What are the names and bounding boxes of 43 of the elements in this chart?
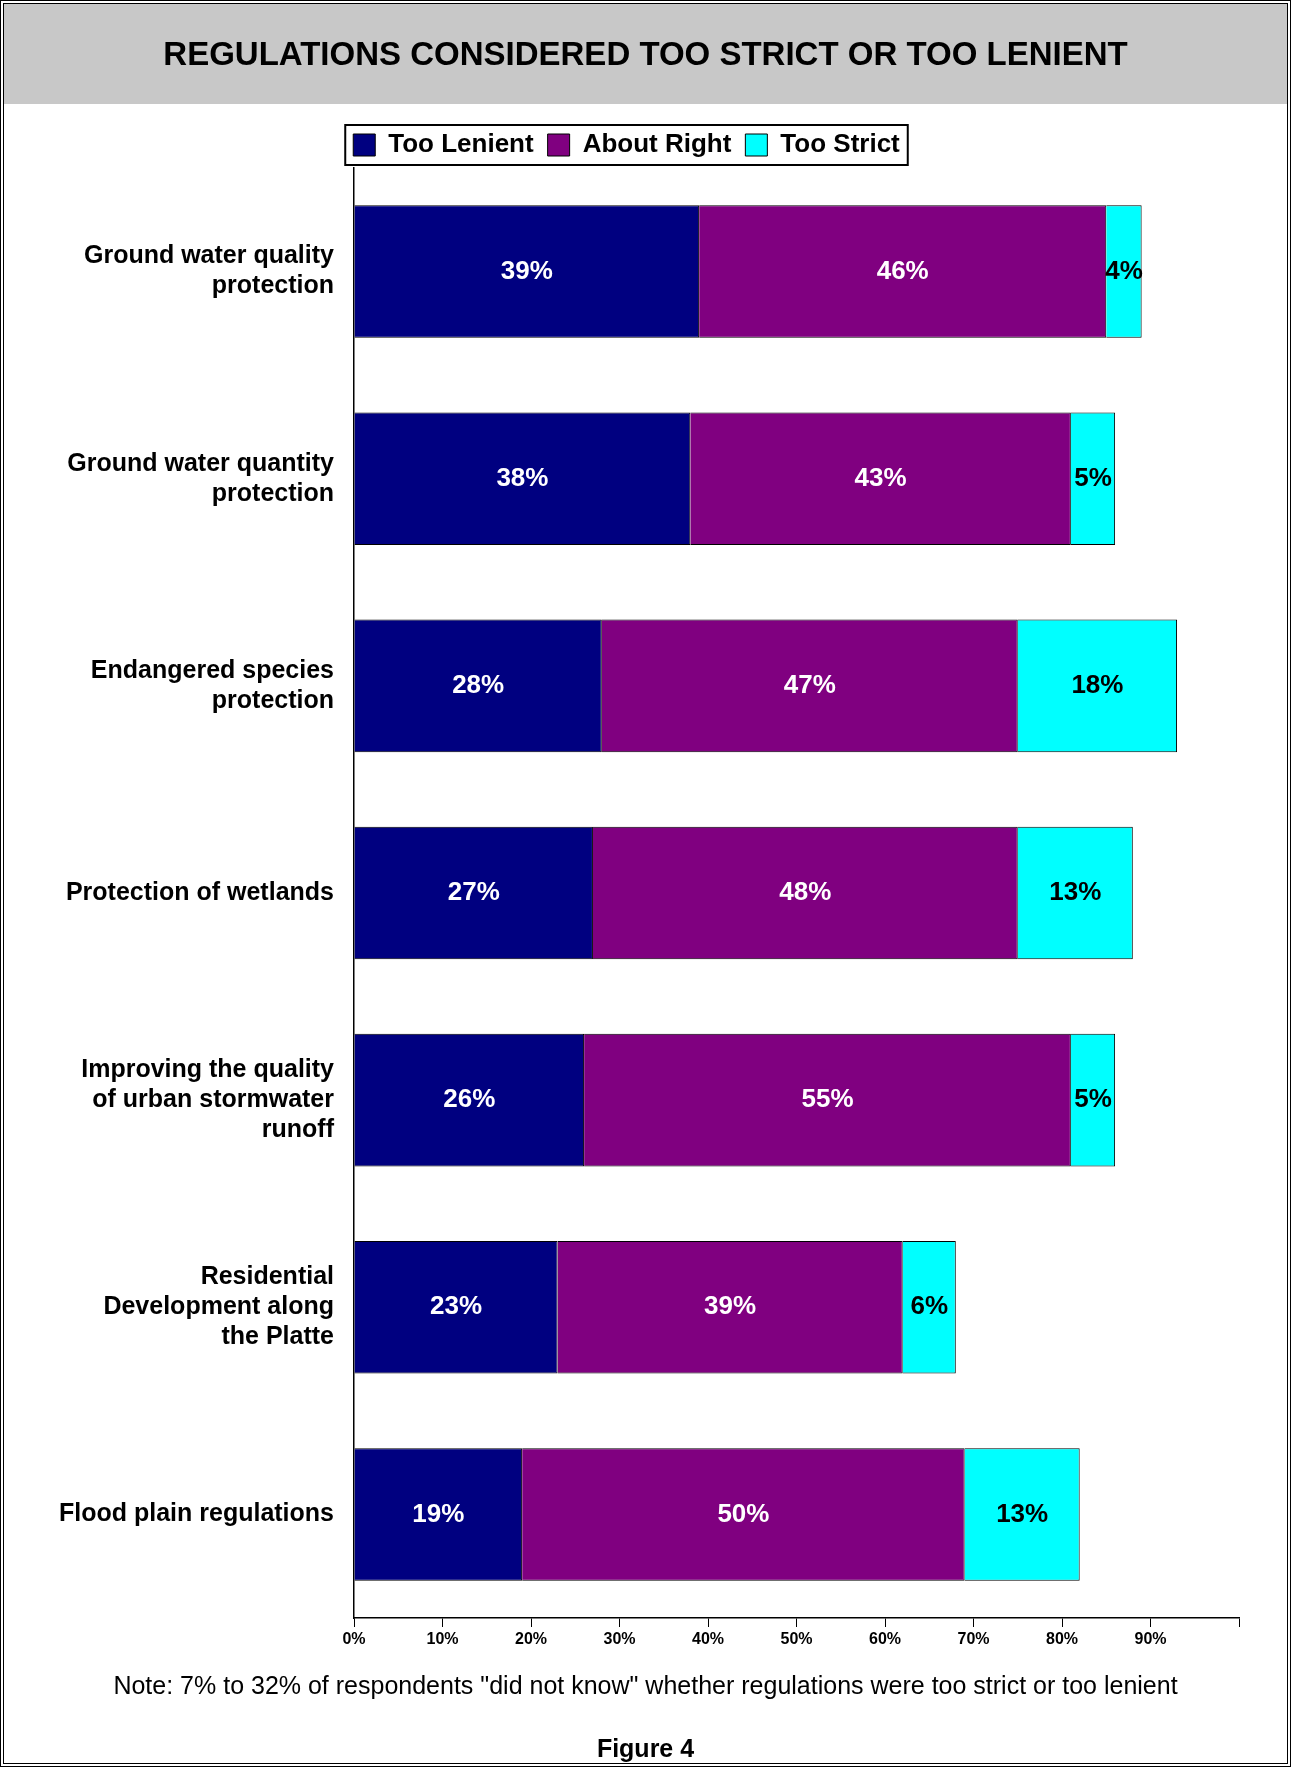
data-label: 38% [496,461,549,492]
x-tick-label: 90% [1134,1630,1167,1648]
data-label: 13% [996,1497,1049,1528]
x-tick-label: 50% [780,1630,813,1648]
y-tick-label: Ground water quality protection [83,240,335,299]
y-tick-label: Endangered species protection [90,654,334,713]
data-label: 5% [1074,461,1112,492]
y-tick-label: Residential Development along the Platte [103,1261,335,1350]
data-label: 47% [783,669,836,700]
caption: Figure 4 [595,1734,696,1763]
legend-label: Too Strict [780,128,901,159]
data-label: 46% [876,254,929,285]
x-tick-label: 0% [342,1630,366,1648]
y-tick-label: Flood plain regulations [59,1498,334,1527]
data-label: 50% [717,1497,770,1528]
chart-title: REGULATIONS CONSIDERED TOO STRICT OR TOO LENIENT [4,4,1287,104]
data-label: 27% [447,876,500,907]
data-label: 43% [854,461,907,492]
data-label: 26% [443,1083,496,1114]
x-tick-label: 10% [426,1630,459,1648]
data-label: 28% [452,669,505,700]
data-label: 23% [430,1290,483,1321]
data-label: 39% [500,254,553,285]
x-tick-label: 60% [868,1630,902,1648]
data-label: 6% [910,1290,949,1321]
legend-label: About Right [582,128,732,159]
data-label: 55% [801,1083,854,1114]
legend-label: Too Lenient [388,128,534,159]
data-label: 5% [1074,1083,1112,1114]
y-tick-label: Improving the quality of urban stormwater runoff [81,1054,335,1143]
data-label: 39% [704,1290,757,1321]
data-label: 18% [1071,669,1124,700]
x-tick-label: 20% [514,1630,548,1648]
data-label: 48% [779,876,832,907]
text: Note: 7% to 32% of respondents "did not know" whether regulations were too strict or too lenient [112,1671,1179,1700]
x-tick-label: 70% [957,1630,990,1648]
data-label: 19% [412,1497,465,1528]
y-tick-label: Protection of wetlands [65,876,334,905]
x-tick-label: 80% [1045,1630,1079,1648]
x-tick-label: 40% [691,1630,725,1648]
x-tick-label: 30% [603,1630,636,1648]
y-tick-label: Ground water quantity protection [67,447,335,506]
data-label: 13% [1049,876,1102,907]
